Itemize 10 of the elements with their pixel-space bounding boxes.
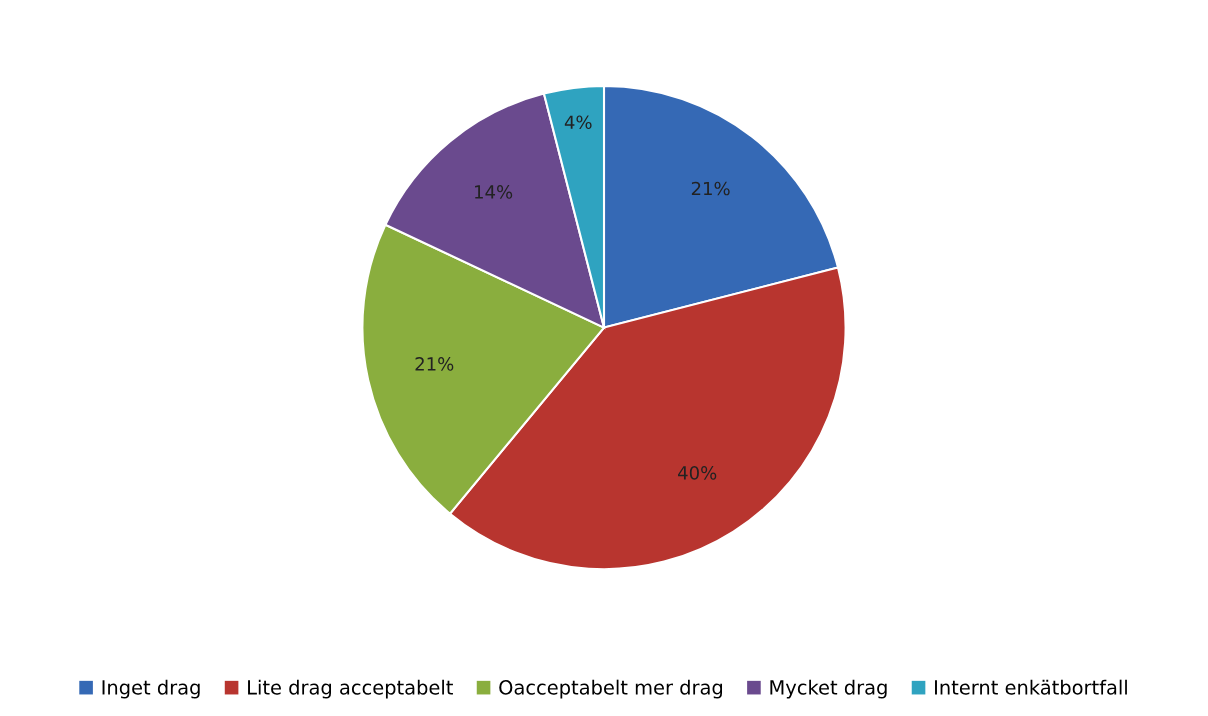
- legend-label: Internt enkätbortfall: [935, 679, 1127, 695]
- legend-label: Mycket drag: [770, 679, 887, 699]
- legend-label: Oacceptabelt mer drag: [499, 679, 723, 699]
- data-label: 4%: [564, 115, 592, 130]
- data-label: 21%: [691, 181, 730, 196]
- data-label: 21%: [415, 357, 454, 371]
- data-label: 14%: [475, 185, 513, 199]
- legend-label: Lite drag acceptabelt: [248, 679, 453, 699]
- legend-label: Inget drag: [102, 679, 200, 699]
- data-label: 40%: [678, 466, 717, 480]
